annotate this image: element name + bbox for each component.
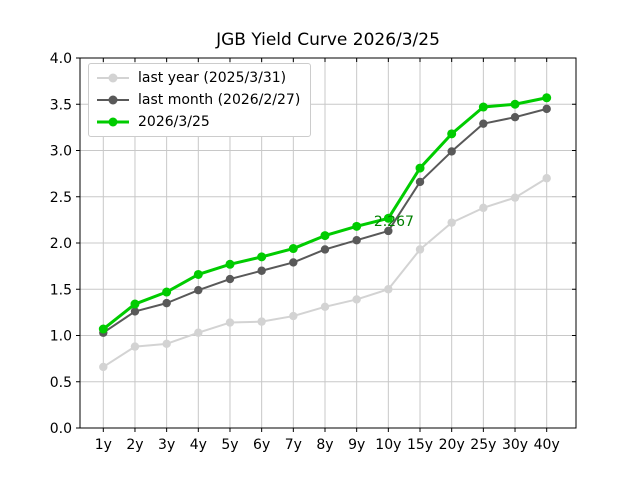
data-point-marker	[225, 274, 235, 284]
chart-title: JGB Yield Curve 2026/3/25	[216, 30, 440, 50]
data-point-marker	[479, 203, 488, 213]
x-axis-tick-label: 4y	[190, 437, 207, 453]
y-axis-tick-label: 3.0	[50, 144, 72, 160]
data-point-marker	[257, 317, 266, 326]
data-point-marker	[352, 236, 361, 245]
x-axis-tick-label: 40y	[534, 437, 560, 453]
x-axis-tick-label: 10y	[375, 437, 401, 453]
data-point-marker	[320, 245, 330, 254]
data-point-marker	[130, 342, 140, 351]
x-axis-tick-label: 30y	[502, 437, 528, 453]
data-point-marker	[130, 307, 140, 316]
y-axis-tick-label: 4.0	[50, 51, 72, 67]
data-point-marker	[162, 339, 171, 349]
legend-item-label: last month (2026/2/27)	[138, 92, 301, 108]
data-point-marker	[479, 119, 488, 128]
data-point-marker	[384, 226, 393, 236]
data-point-marker	[352, 295, 361, 304]
y-axis-tick-label: 0.0	[50, 421, 72, 437]
data-point-marker	[193, 269, 203, 279]
legend-line-swatch	[97, 95, 129, 105]
x-axis-tick-label: 9y	[348, 437, 365, 453]
data-point-marker	[194, 285, 203, 295]
y-axis-tick-label: 0.5	[50, 375, 72, 391]
x-axis-tick-label: 8y	[316, 437, 333, 453]
data-point-marker	[478, 102, 488, 112]
x-axis-tick-label: 7y	[285, 437, 302, 453]
legend-item: 2026/3/25	[96, 113, 300, 131]
data-point-marker	[98, 324, 108, 334]
data-point-marker	[257, 266, 266, 275]
data-point-marker	[542, 174, 551, 183]
legend-line-swatch	[97, 73, 129, 83]
legend-item: last month (2026/2/27)	[96, 91, 300, 109]
data-point-marker	[257, 252, 267, 262]
annotation-value: 2.267	[374, 214, 414, 230]
data-point-marker	[225, 259, 235, 269]
data-point-marker	[447, 129, 457, 139]
data-point-marker	[384, 285, 393, 294]
data-point-marker	[289, 258, 298, 267]
y-axis-tick-label: 1.0	[50, 329, 72, 345]
data-point-marker	[99, 362, 108, 372]
x-axis-tick-label: 1y	[95, 437, 112, 453]
data-point-marker	[162, 287, 172, 297]
x-axis-tick-label: 3y	[158, 437, 175, 453]
y-axis-tick-label: 3.5	[50, 97, 72, 113]
data-point-marker	[352, 221, 362, 231]
legend-item-label: 2026/3/25	[138, 114, 210, 130]
data-point-marker	[288, 244, 298, 254]
data-point-marker	[415, 163, 425, 173]
data-point-marker	[510, 193, 520, 202]
legend-item-label: last year (2025/3/31)	[138, 70, 287, 86]
data-point-marker	[383, 213, 393, 223]
data-point-marker	[194, 328, 203, 337]
data-point-marker	[130, 299, 140, 309]
data-point-marker	[162, 298, 171, 308]
data-point-marker	[447, 218, 456, 227]
x-axis-tick-label: 15y	[407, 437, 433, 453]
data-point-marker	[542, 93, 552, 103]
y-axis-tick-label: 2.5	[50, 190, 72, 206]
y-axis-tick-label: 2.0	[50, 236, 72, 252]
legend: last year (2025/3/31) last month (2026/2/…	[88, 63, 312, 137]
x-axis-tick-label: 20y	[439, 437, 465, 453]
data-point-marker	[510, 99, 520, 109]
data-point-marker	[320, 231, 330, 241]
x-axis-tick-label: 5y	[221, 437, 238, 453]
data-point-marker	[542, 104, 551, 114]
data-point-marker	[415, 177, 425, 187]
x-axis-tick-label: 6y	[253, 437, 270, 453]
data-point-marker	[225, 318, 235, 327]
x-axis-tick-label: 2y	[126, 437, 143, 453]
data-point-marker	[320, 302, 330, 312]
data-point-marker	[510, 113, 520, 122]
x-axis-tick-label: 25y	[470, 437, 496, 453]
y-axis-tick-label: 1.5	[50, 282, 72, 298]
legend-item: last year (2025/3/31)	[96, 69, 300, 87]
legend-line-swatch	[97, 117, 129, 127]
data-point-marker	[289, 311, 298, 321]
data-point-marker	[415, 245, 425, 254]
data-point-marker	[447, 147, 456, 156]
